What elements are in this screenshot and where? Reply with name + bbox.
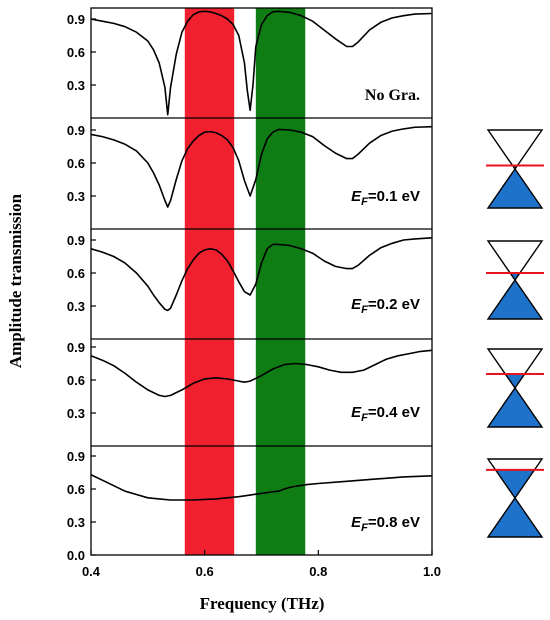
x-tick-label: 1.0: [423, 564, 441, 579]
y-tick-label: 0.3: [67, 189, 85, 204]
transmission-curve-4: [91, 349, 432, 398]
panel-label-2: EF=0.1 eV: [351, 188, 420, 208]
dirac-cone-4: [486, 458, 544, 538]
dirac-cone-2: [486, 240, 544, 320]
y-tick-label: 0.6: [67, 266, 85, 281]
y-tick-label: 0.3: [67, 515, 85, 530]
y-tick-label: 0.6: [67, 482, 85, 497]
panel-label-1: No Gra.: [365, 87, 420, 104]
y-tick-label: 0.0: [67, 548, 85, 563]
panel-frames: [90, 7, 433, 556]
y-tick-label: 0.9: [67, 233, 85, 248]
y-tick-label: 0.3: [67, 406, 85, 421]
x-tick-label: 0.8: [309, 564, 327, 579]
panel-label-5: EF=0.8 eV: [351, 514, 420, 534]
axis-ticks: 0.30.60.90.30.60.90.30.60.90.30.60.90.00…: [67, 12, 441, 579]
transmission-curve-3: [91, 237, 432, 312]
y-tick-label: 0.6: [67, 156, 85, 171]
y-tick-label: 0.6: [67, 373, 85, 388]
plot-frame: [90, 7, 433, 556]
y-tick-label: 0.9: [67, 449, 85, 464]
panel-labels: No Gra. EF=0.1 eV EF=0.2 eV EF=0.4 eV EF=0.8…: [351, 87, 420, 534]
transmission-curve-5: [91, 473, 432, 501]
frequency-band-1: [184, 8, 235, 555]
x-axis-label: Frequency (THz): [200, 594, 325, 613]
transmission-curve-2: [91, 125, 432, 208]
highlight-bands: [184, 8, 306, 555]
y-tick-label: 0.6: [67, 45, 85, 60]
transmission-curve-1: [91, 10, 432, 116]
panel-label-4: EF=0.4 eV: [351, 404, 420, 424]
y-tick-label: 0.3: [67, 78, 85, 93]
y-axis-label: Amplitude transmission: [6, 193, 25, 368]
panel-label-3: EF=0.2 eV: [351, 296, 420, 316]
frequency-band-2: [255, 8, 306, 555]
x-tick-label: 0.4: [82, 564, 101, 579]
y-tick-label: 0.9: [67, 123, 85, 138]
dirac-cone-diagrams: [486, 129, 544, 538]
transmission-curves: [91, 10, 432, 501]
y-tick-label: 0.9: [67, 12, 85, 27]
y-tick-label: 0.3: [67, 299, 85, 314]
x-tick-label: 0.6: [196, 564, 214, 579]
y-tick-label: 0.9: [67, 340, 85, 355]
dirac-cone-1: [486, 129, 544, 209]
dirac-cone-3: [486, 348, 544, 428]
